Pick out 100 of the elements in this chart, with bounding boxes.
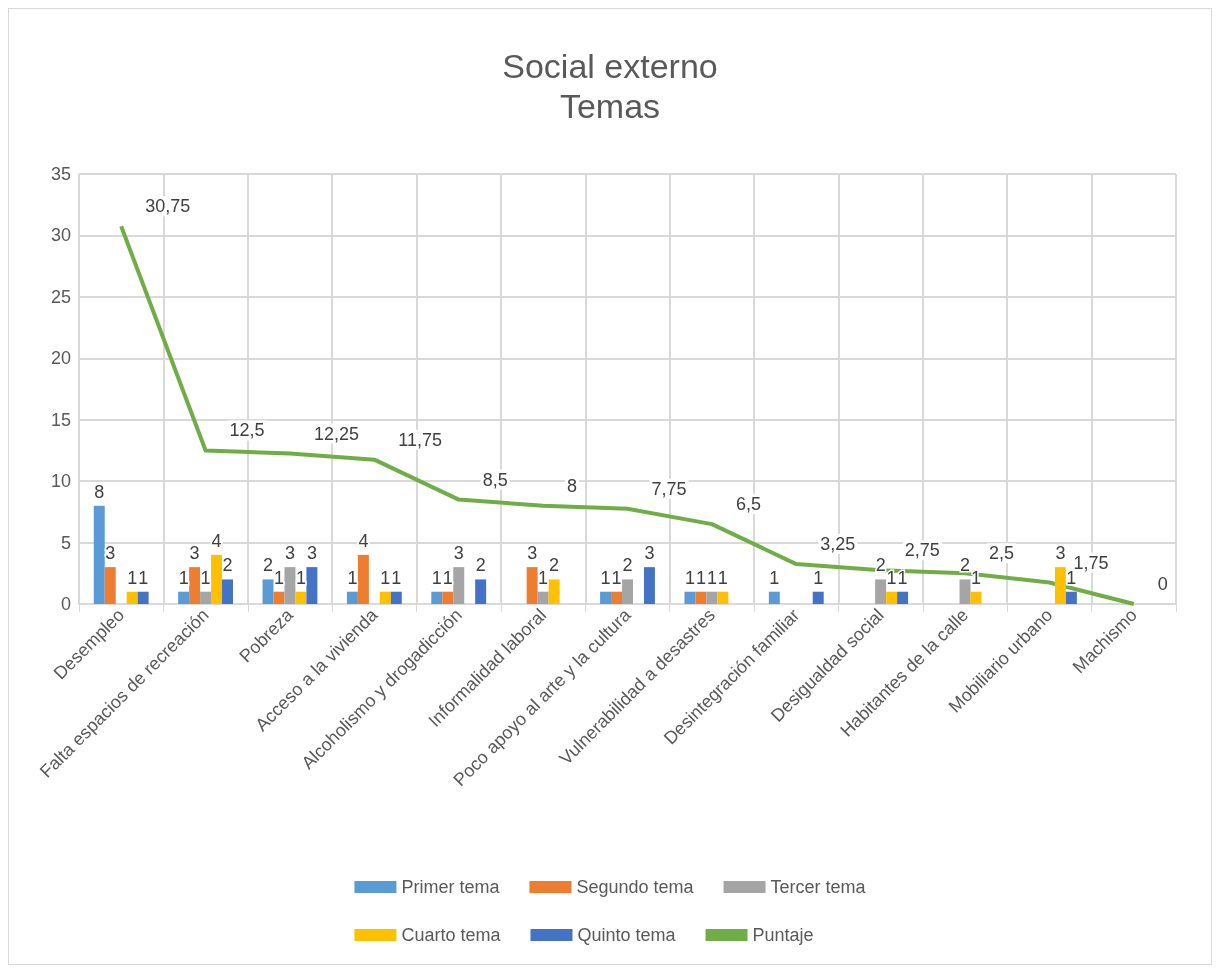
- bar: [548, 579, 560, 604]
- bar: [812, 591, 824, 604]
- bar: [1065, 591, 1077, 604]
- bar: [211, 554, 223, 604]
- bar: [886, 591, 898, 604]
- data-label: 1: [380, 567, 391, 588]
- bar: [104, 567, 116, 604]
- bar: [897, 591, 909, 604]
- bar: [526, 567, 538, 604]
- data-label: 1: [611, 567, 622, 588]
- data-label: 1: [600, 567, 611, 588]
- bar: [93, 505, 105, 604]
- legend-label: Cuarto tema: [401, 925, 502, 945]
- bar: [442, 591, 454, 604]
- data-label: 12,5: [229, 420, 265, 441]
- data-label: 3: [644, 543, 655, 564]
- data-label: 12,25: [313, 423, 360, 444]
- bar: [178, 591, 190, 604]
- data-label: 3: [453, 543, 464, 564]
- data-label: 3: [306, 543, 317, 564]
- data-label: 1: [684, 567, 695, 588]
- data-label: 8,5: [482, 469, 508, 490]
- y-tick-label: 20: [50, 348, 71, 369]
- data-label: 7,75: [651, 478, 687, 499]
- data-label: 0: [1157, 574, 1168, 594]
- bar: [1054, 567, 1066, 604]
- bar: [306, 567, 318, 604]
- chart-title: Social externo: [502, 47, 718, 85]
- bar: [768, 591, 780, 604]
- bar: [126, 591, 138, 604]
- data-label: 1: [347, 567, 358, 588]
- data-label: 3: [1055, 543, 1066, 564]
- data-label: 1: [769, 567, 780, 588]
- data-label: 30,75: [145, 196, 191, 217]
- bar: [537, 591, 549, 604]
- data-label: 2,75: [904, 540, 940, 561]
- legend-label: Segundo tema: [576, 877, 695, 897]
- data-label: 1: [295, 567, 306, 588]
- data-label: 2: [960, 555, 971, 576]
- data-label: 11,75: [398, 429, 443, 450]
- data-label: 4: [211, 530, 222, 551]
- bar: [390, 591, 402, 604]
- data-label: 1: [897, 567, 908, 588]
- data-label: 1: [717, 567, 728, 588]
- data-label: 1: [442, 567, 453, 588]
- data-label: 3: [284, 543, 295, 564]
- bar: [453, 567, 465, 604]
- y-tick-label: 15: [50, 409, 71, 430]
- bar: [189, 567, 201, 604]
- data-label: 1: [695, 567, 706, 588]
- bar: [284, 567, 296, 604]
- data-label: 1: [391, 567, 402, 588]
- data-label: 1: [813, 567, 824, 588]
- y-tick-label: 25: [50, 286, 71, 307]
- data-label: 3: [527, 543, 538, 564]
- data-label: 1: [127, 567, 138, 588]
- y-tick-label: 30: [50, 225, 71, 246]
- legend-label: Tercer tema: [770, 877, 867, 897]
- legend-label: Primer tema: [401, 877, 501, 897]
- bar: [357, 554, 369, 604]
- data-label: 1: [706, 567, 717, 588]
- bar: [379, 591, 391, 604]
- data-label: 8: [94, 481, 105, 502]
- data-label: 1: [178, 567, 189, 588]
- data-label: 3,25: [820, 534, 856, 555]
- bar: [222, 579, 233, 604]
- bar: [717, 591, 729, 604]
- data-label: 1: [138, 567, 149, 588]
- chart-subtitle: Temas: [559, 87, 661, 125]
- bar: [684, 591, 696, 604]
- data-label: 1: [273, 567, 284, 588]
- bar: [200, 591, 212, 604]
- bar: [137, 591, 149, 604]
- bar: [600, 591, 612, 604]
- y-tick-label: 10: [50, 471, 71, 492]
- data-label: 2: [263, 555, 274, 576]
- data-label: 1,75: [1073, 552, 1109, 573]
- bar: [611, 591, 623, 604]
- data-label: 4: [358, 530, 369, 551]
- data-label: 3: [105, 543, 116, 564]
- bar: [475, 579, 487, 604]
- data-label: 1: [200, 567, 211, 588]
- data-label: 1: [431, 567, 442, 588]
- data-label: 1: [886, 567, 897, 588]
- data-label: 3: [189, 543, 200, 564]
- bar: [431, 591, 443, 604]
- data-label: 2: [549, 555, 560, 576]
- data-label: 2,5: [989, 543, 1015, 564]
- data-label: 6,5: [735, 494, 761, 515]
- bar: [875, 579, 887, 604]
- data-label: 2: [622, 555, 633, 576]
- bar: [622, 579, 633, 604]
- legend-label: Puntaje: [752, 925, 814, 945]
- line-series: [119, 224, 1136, 606]
- y-tick-label: 5: [60, 532, 71, 553]
- bar: [295, 591, 307, 604]
- bar: [695, 591, 707, 604]
- data-label: 2: [475, 555, 486, 576]
- bar: [959, 579, 971, 604]
- bar: [706, 591, 718, 604]
